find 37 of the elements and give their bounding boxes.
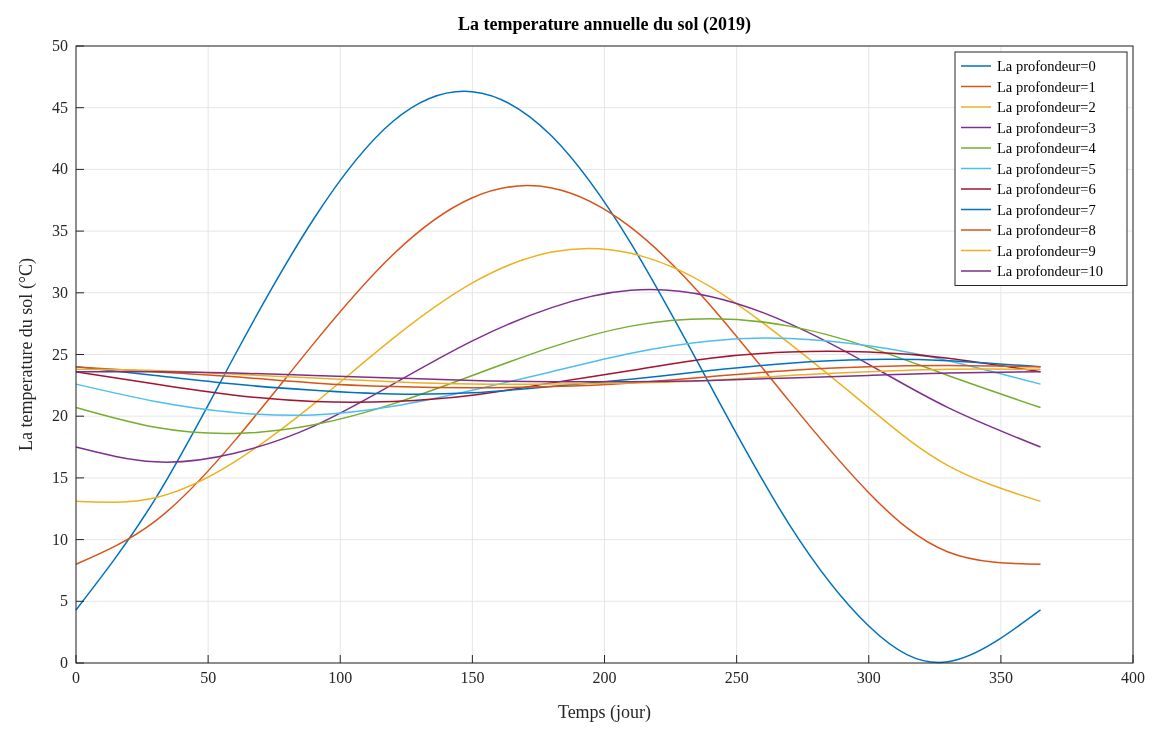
y-tick-label: 15 xyxy=(52,468,68,486)
legend-label: La profondeur=9 xyxy=(997,242,1096,259)
legend-label: La profondeur=10 xyxy=(997,263,1104,279)
x-axis-title: Temps (jour) xyxy=(557,702,652,723)
y-axis-title: La temperature du sol (°C) xyxy=(16,257,37,452)
legend-label: La profondeur=2 xyxy=(997,99,1096,115)
y-tick-label: 5 xyxy=(60,592,68,610)
legend-label: La profondeur=6 xyxy=(997,181,1096,197)
x-tick-label: 50 xyxy=(200,669,217,686)
y-tick-label: 40 xyxy=(52,160,68,178)
legend-label: La profondeur=1 xyxy=(997,78,1096,95)
y-tick-label: 35 xyxy=(52,222,68,240)
legend-label: La profondeur=0 xyxy=(997,58,1096,74)
x-tick-label: 400 xyxy=(1121,669,1145,686)
line-series xyxy=(75,337,1042,417)
x-tick-label: 0 xyxy=(72,669,80,686)
legend-label: La profondeur=3 xyxy=(997,119,1096,136)
y-tick-label: 10 xyxy=(52,530,68,548)
x-tick-label: 350 xyxy=(988,669,1013,686)
x-tick-label: 300 xyxy=(856,669,881,686)
x-tick-label: 200 xyxy=(592,669,617,686)
y-tick-label: 50 xyxy=(52,37,68,54)
y-tick-label: 0 xyxy=(60,654,68,671)
y-tick-label: 25 xyxy=(52,345,68,363)
x-tick-label: 150 xyxy=(460,669,485,686)
line-series xyxy=(75,317,1042,435)
legend-label: La profondeur=4 xyxy=(997,140,1097,156)
y-tick-label: 30 xyxy=(52,283,68,301)
y-tick-label: 20 xyxy=(52,407,68,425)
legend-label: La profondeur=5 xyxy=(997,160,1096,177)
x-tick-label: 100 xyxy=(328,669,353,686)
legend-label: La profondeur=7 xyxy=(997,201,1096,218)
x-tick-label: 250 xyxy=(724,669,749,686)
chart-title: La temperature annuelle du sol (2019) xyxy=(457,14,752,35)
legend-label: La profondeur=8 xyxy=(997,222,1096,238)
y-tick-label: 45 xyxy=(52,98,68,116)
line-series xyxy=(75,288,1042,463)
